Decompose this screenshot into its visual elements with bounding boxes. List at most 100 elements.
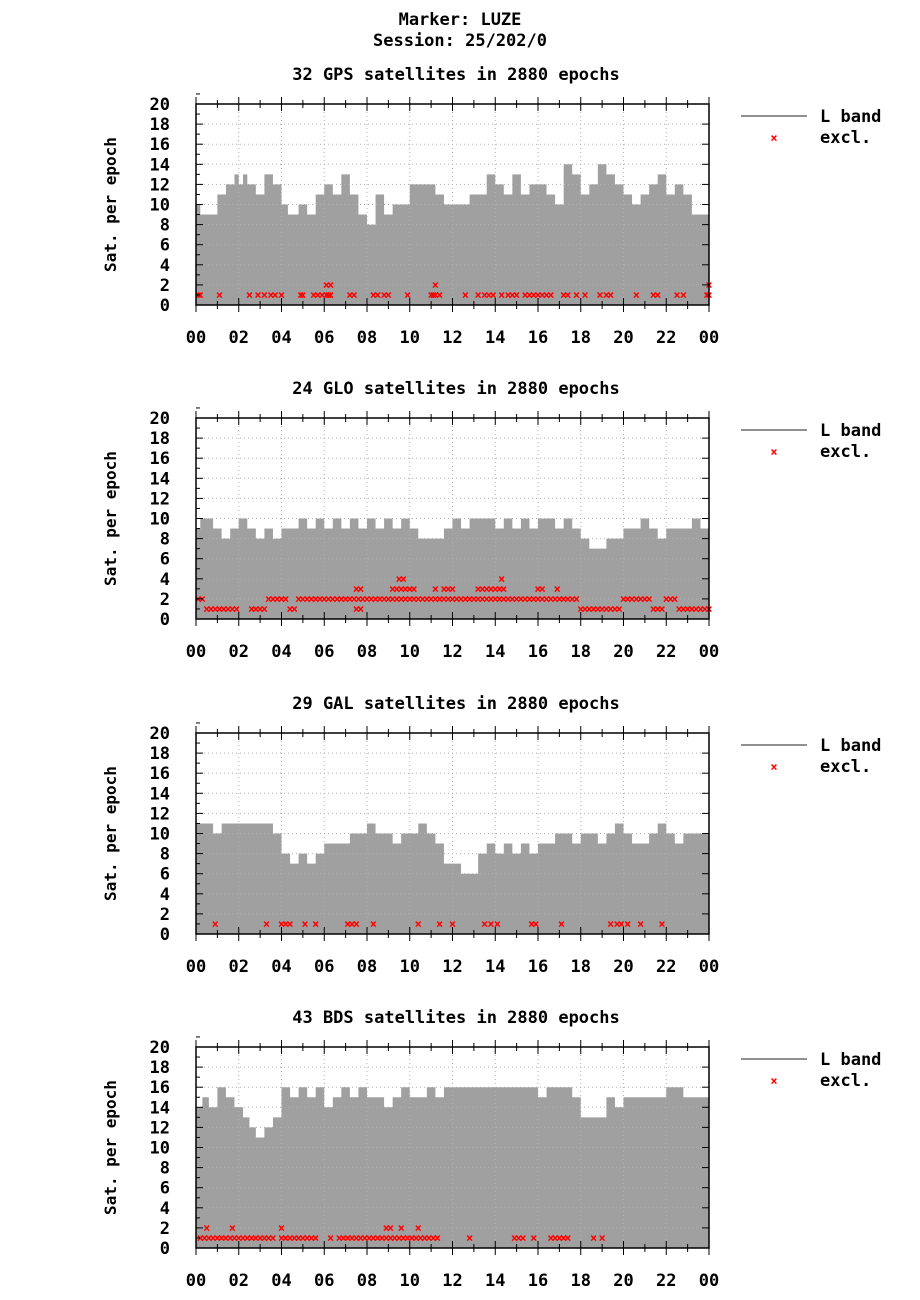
y-tick-label: 20 bbox=[150, 409, 170, 429]
excluded-point: × bbox=[440, 592, 447, 606]
excluded-point: × bbox=[430, 288, 437, 302]
excluded-point: × bbox=[581, 602, 588, 616]
legend-excl-marker: × bbox=[770, 445, 777, 459]
x-tick-label: 12 bbox=[442, 957, 462, 977]
excluded-point: × bbox=[534, 582, 541, 596]
excluded-point: × bbox=[383, 1221, 390, 1235]
excluded-point: × bbox=[269, 1231, 276, 1245]
excluded-point: × bbox=[624, 917, 631, 931]
excluded-point: × bbox=[265, 592, 272, 606]
excluded-point: × bbox=[344, 1231, 351, 1245]
excluded-point: × bbox=[637, 592, 644, 606]
excluded-point: × bbox=[359, 592, 366, 606]
excluded-point: × bbox=[487, 592, 494, 606]
x-tick-label: 04 bbox=[271, 957, 291, 977]
excluded-point: × bbox=[415, 917, 422, 931]
excluded-point: × bbox=[197, 1231, 204, 1245]
chart-title: 32 GPS satellites in 2880 epochs bbox=[292, 65, 620, 85]
y-tick-label: 12 bbox=[150, 489, 170, 509]
y-tick-label: 6 bbox=[160, 1179, 170, 1199]
y-tick-label: 18 bbox=[150, 429, 170, 449]
x-tick-label: 02 bbox=[229, 957, 249, 977]
excluded-point: × bbox=[475, 582, 482, 596]
excluded-point: × bbox=[547, 288, 554, 302]
excluded-point: × bbox=[323, 288, 330, 302]
y-tick-label: 12 bbox=[150, 175, 170, 195]
excluded-point: × bbox=[509, 288, 516, 302]
excluded-point: × bbox=[212, 917, 219, 931]
excluded-point: × bbox=[261, 602, 268, 616]
excluded-point: × bbox=[348, 917, 355, 931]
y-tick-label: 18 bbox=[150, 1058, 170, 1078]
excluded-point: × bbox=[586, 602, 593, 616]
excluded-point: × bbox=[229, 1221, 236, 1235]
excluded-point: × bbox=[282, 1231, 289, 1245]
excluded-point: × bbox=[325, 592, 332, 606]
excluded-point: × bbox=[216, 288, 223, 302]
y-tick-label: 18 bbox=[150, 115, 170, 135]
x-tick-label: 14 bbox=[485, 328, 505, 348]
excluded-point: × bbox=[417, 1231, 424, 1245]
excluded-point: × bbox=[432, 288, 439, 302]
excluded-point: × bbox=[483, 592, 490, 606]
excluded-point: × bbox=[423, 592, 430, 606]
excluded-point: × bbox=[603, 288, 610, 302]
excluded-point: × bbox=[222, 1231, 229, 1245]
y-tick-label: 4 bbox=[160, 570, 170, 590]
excluded-point: × bbox=[351, 288, 358, 302]
excluded-point: × bbox=[410, 582, 417, 596]
excluded-point: × bbox=[532, 917, 539, 931]
x-tick-label: 00 bbox=[699, 642, 719, 662]
x-tick-label: 08 bbox=[357, 328, 377, 348]
excluded-point: × bbox=[573, 288, 580, 302]
excluded-point: × bbox=[511, 1231, 518, 1245]
excluded-point: × bbox=[663, 592, 670, 606]
excluded-point: × bbox=[498, 288, 505, 302]
excluded-point: × bbox=[254, 288, 261, 302]
excluded-point: × bbox=[197, 288, 204, 302]
excluded-point: × bbox=[376, 592, 383, 606]
excluded-point: × bbox=[496, 582, 503, 596]
excluded-point: × bbox=[554, 582, 561, 596]
excluded-point: × bbox=[278, 1221, 285, 1235]
excluded-point: × bbox=[500, 582, 507, 596]
excluded-point: × bbox=[282, 592, 289, 606]
excluded-point: × bbox=[646, 592, 653, 606]
excluded-point: × bbox=[637, 917, 644, 931]
excluded-point: × bbox=[498, 572, 505, 586]
excluded-point: × bbox=[265, 1231, 272, 1245]
excluded-point: × bbox=[513, 592, 520, 606]
excluded-point: × bbox=[395, 572, 402, 586]
x-tick-label: 22 bbox=[656, 642, 676, 662]
excluded-point: × bbox=[295, 1231, 302, 1245]
excluded-point: × bbox=[688, 602, 695, 616]
excluded-point: × bbox=[239, 1231, 246, 1245]
excluded-point: × bbox=[675, 602, 682, 616]
excluded-point: × bbox=[308, 1231, 315, 1245]
excluded-point: × bbox=[299, 592, 306, 606]
excluded-point: × bbox=[378, 1231, 385, 1245]
y-tick-label: 8 bbox=[160, 530, 170, 550]
excluded-point: × bbox=[671, 592, 678, 606]
y-axis-label: Sat. per epoch bbox=[101, 766, 120, 901]
excluded-point: × bbox=[380, 592, 387, 606]
excluded-point: × bbox=[353, 582, 360, 596]
excluded-point: × bbox=[212, 602, 219, 616]
excluded-point: × bbox=[534, 288, 541, 302]
chart-panel-0: 32 GPS satellites in 2880 epochs Sat. per… bbox=[101, 65, 881, 348]
legend-l-band-label: L band bbox=[820, 1050, 881, 1070]
y-tick-label: 0 bbox=[160, 1239, 170, 1259]
excluded-point: × bbox=[216, 602, 223, 616]
excluded-point: × bbox=[389, 582, 396, 596]
excluded-point: × bbox=[445, 582, 452, 596]
y-tick-label: 10 bbox=[150, 825, 170, 845]
excluded-point: × bbox=[301, 917, 308, 931]
excluded-point: × bbox=[517, 592, 524, 606]
chart-panel-1: 24 GLO satellites in 2880 epochs Sat. per… bbox=[101, 379, 881, 662]
excluded-point: × bbox=[577, 602, 584, 616]
legend-excl-label: excl. bbox=[820, 442, 871, 462]
excluded-point: × bbox=[269, 592, 276, 606]
x-tick-label: 16 bbox=[528, 1271, 548, 1291]
excluded-point: × bbox=[650, 602, 657, 616]
excluded-point: × bbox=[449, 582, 456, 596]
